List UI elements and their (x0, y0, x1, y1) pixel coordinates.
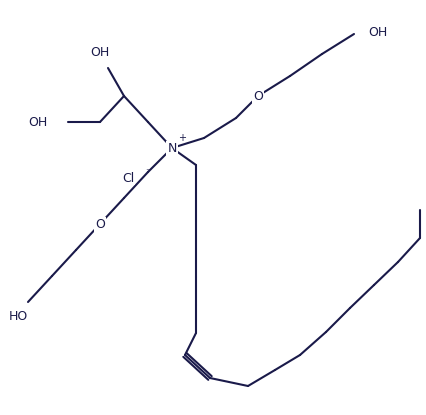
Text: +: + (178, 133, 186, 143)
Text: ⁻: ⁻ (145, 167, 150, 177)
Text: HO: HO (9, 310, 28, 322)
Text: N: N (167, 142, 176, 154)
Text: OH: OH (28, 115, 48, 129)
Text: O: O (253, 90, 262, 103)
Text: O: O (95, 217, 105, 230)
Text: OH: OH (368, 25, 387, 39)
Text: Cl: Cl (121, 171, 134, 185)
Text: OH: OH (90, 46, 109, 59)
